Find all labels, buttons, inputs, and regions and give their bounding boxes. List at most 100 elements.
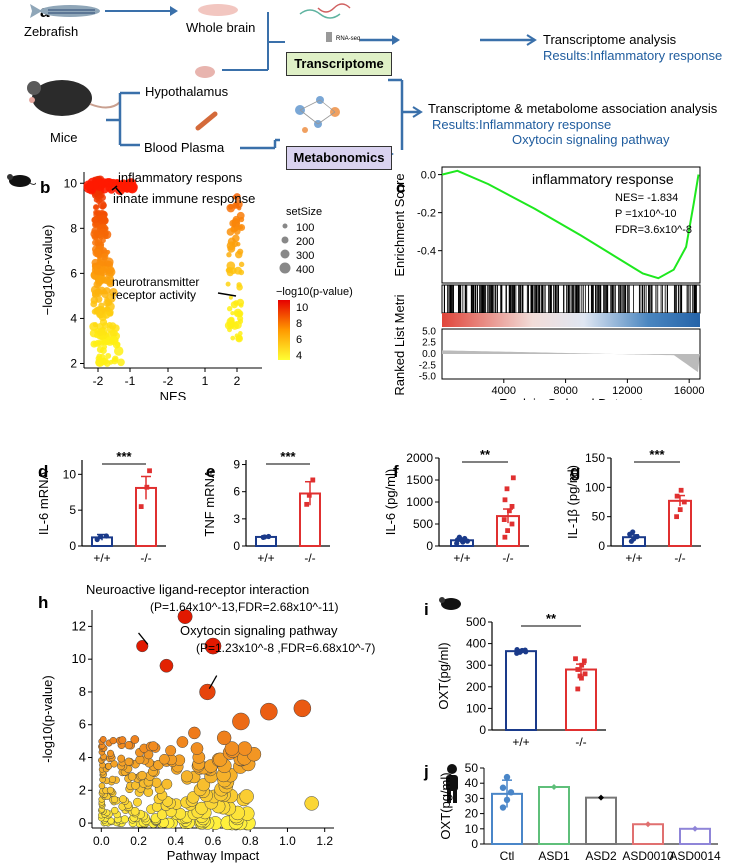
x-tick-label: -1 <box>125 374 136 388</box>
pathway-point <box>204 637 222 655</box>
pathway-point <box>106 786 114 794</box>
annotation-line <box>217 292 237 297</box>
data-point <box>575 667 581 672</box>
y-tick-label: 0 <box>233 539 240 553</box>
x-tick-label: +/+ <box>453 551 470 565</box>
gene-set-point <box>238 331 243 336</box>
results-inflammatory-label-2: Results:Inflammatory response <box>432 117 612 132</box>
pathway-point <box>119 795 128 804</box>
gene-set-point <box>238 261 245 268</box>
gene-set-point <box>226 306 233 312</box>
data-point <box>503 796 511 804</box>
x-tick-label: -/- <box>502 551 513 565</box>
gene-set-point <box>225 281 231 287</box>
y-tick-label: 100 <box>585 480 605 494</box>
gsea-nes: NES= -1.834 <box>615 192 679 204</box>
gene-set-point <box>105 352 112 359</box>
x-tick-label: 0.6 <box>205 834 222 848</box>
panel-h-chart: 0 2 4 6 8 10 12 0.0 0.2 0.4 0.6 0.8 1.0 1.2 Pathway Im… <box>40 609 334 863</box>
data-point <box>306 492 312 498</box>
y-tick-label: 10 <box>465 822 479 836</box>
gene-set-point <box>96 264 102 269</box>
gsea-title: inflammatory response <box>532 171 674 187</box>
bar <box>585 796 617 845</box>
data-point <box>97 534 104 540</box>
x-tick-label: 1.2 <box>316 834 333 848</box>
y-tick-label: 2 <box>79 782 86 797</box>
gene-set-point <box>108 359 114 365</box>
gene-set-point <box>236 284 243 291</box>
gene-set-point <box>229 219 237 227</box>
pathway-point <box>174 807 187 820</box>
y-tick-label: 150 <box>585 451 605 465</box>
y-tick-label: 1500 <box>406 473 433 487</box>
y-tick-label: 2000 <box>406 451 433 465</box>
y-axis-title: -log10(p-value) <box>40 675 55 762</box>
data-point <box>509 521 515 527</box>
pathway-point <box>224 741 240 756</box>
data-point <box>522 647 528 653</box>
gene-set-point <box>226 266 233 274</box>
gene-set-point <box>103 299 111 307</box>
colorbar-8: 8 <box>296 318 303 330</box>
x-axis-title: Rank in Ordered Dataset <box>499 396 643 400</box>
pathway-point <box>108 775 117 783</box>
y-tick-label: 500 <box>413 517 433 531</box>
y-axis-title: OXT(pg/ml) <box>438 772 453 839</box>
mouse-icon <box>27 80 121 116</box>
es-tick-label: 0.0 <box>421 170 436 182</box>
data-point <box>265 533 272 540</box>
x-tick-label: -/- <box>304 551 315 565</box>
y-axis-title: OXT(pg/ml) <box>436 642 451 709</box>
annotation-line <box>138 632 149 645</box>
data-point <box>304 501 310 507</box>
gene-set-point <box>92 322 98 328</box>
significance-label: *** <box>649 447 665 462</box>
es-tick-label: -0.4 <box>417 246 436 258</box>
y-tick-label: 10 <box>64 176 78 190</box>
gene-set-point <box>95 295 103 303</box>
y-axis-title: IL-6 mRNA <box>36 471 51 536</box>
gene-set-point <box>233 226 239 231</box>
y-tick-label: 500 <box>466 615 486 629</box>
annotation-receptor-activity: receptor activity <box>112 288 197 302</box>
pathway-point <box>176 736 189 748</box>
data-point <box>634 534 640 540</box>
y-tick-label: 0 <box>69 539 76 553</box>
data-point <box>630 529 636 535</box>
pathway-point <box>188 726 201 740</box>
x-tick-label: 0.8 <box>242 834 259 848</box>
data-point <box>503 773 511 781</box>
gene-set-point <box>226 228 235 236</box>
panel-d-chart: 0 5 10 +/+ -/- *** IL-6 mRNA <box>36 449 166 565</box>
data-point <box>144 484 150 490</box>
gene-set-point <box>126 183 136 193</box>
y-tick-label: 3 <box>233 512 240 526</box>
gene-set-point <box>231 240 239 248</box>
mice-label: Mice <box>50 130 78 145</box>
gene-set-point <box>94 239 102 247</box>
pathway-point <box>136 639 149 653</box>
results-oxytocin-label: Oxytocin signaling pathway <box>512 132 670 147</box>
pathway-point <box>190 742 204 755</box>
y-axis-title: TNF mRNA <box>202 469 217 536</box>
panel-i-label: i <box>424 600 429 619</box>
setsize-legend-dot <box>282 223 288 229</box>
gene-set-point <box>236 334 243 341</box>
y-tick-label: 50 <box>592 510 606 524</box>
data-point <box>103 533 109 539</box>
data-point <box>598 794 604 801</box>
data-point <box>459 538 465 544</box>
setsize-legend-dot <box>280 249 290 259</box>
gene-set-point <box>96 346 104 354</box>
gene-set-point <box>226 252 232 258</box>
data-point <box>505 528 510 533</box>
gene-set-point <box>97 200 107 210</box>
y-tick-label: 6 <box>233 485 240 499</box>
gene-set-point <box>228 295 233 300</box>
panel-h-label: h <box>38 593 49 612</box>
data-point <box>138 504 144 509</box>
x-tick-label: -/- <box>575 735 586 749</box>
pathway-point <box>260 702 278 721</box>
y-tick-label: 4 <box>79 750 86 765</box>
